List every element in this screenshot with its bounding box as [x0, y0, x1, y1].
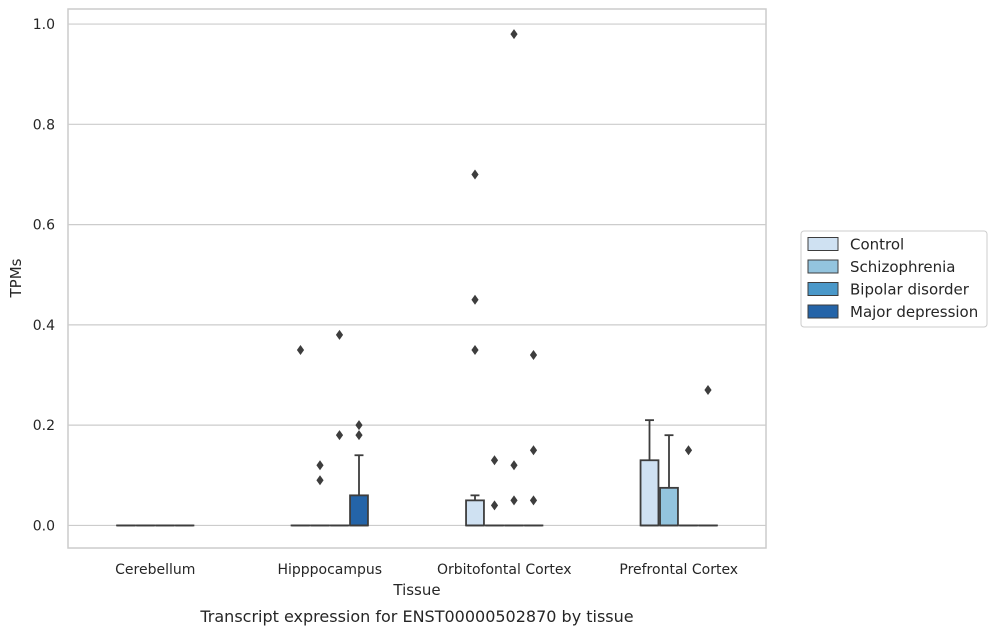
y-tick-label: 0.8 [33, 117, 55, 133]
outlier-point [529, 495, 538, 506]
y-tick-label: 0.0 [33, 518, 55, 534]
x-tick-label: Hipppocampus [277, 562, 382, 578]
y-tick-label: 0.2 [33, 418, 55, 434]
legend: Control Schizophrenia Bipolar disorder Majo… [800, 230, 988, 328]
box-major-depression [349, 420, 369, 527]
outlier-point [490, 455, 499, 466]
outlier-point [510, 460, 518, 471]
y-tick-label: 1.0 [33, 17, 55, 33]
legend-swatch [807, 282, 839, 296]
legend-label: Control [850, 236, 904, 254]
outlier-point [529, 349, 538, 360]
outlier-point [529, 445, 538, 456]
gridlines [68, 23, 766, 527]
box [639, 459, 660, 527]
outlier-point [471, 169, 479, 180]
y-axis-title: TPMs [7, 258, 25, 298]
outlier-point [316, 460, 324, 471]
box-bipolar-disorder [504, 29, 524, 527]
y-tick-label: 0.6 [33, 218, 55, 234]
x-tick-label: Cerebellum [115, 562, 195, 578]
box [349, 494, 369, 527]
box-schizophrenia [484, 455, 505, 527]
box-control [465, 169, 485, 527]
box-schizophrenia [659, 434, 679, 527]
legend-frame [800, 230, 988, 328]
outlier-point [335, 329, 344, 340]
box-control [290, 344, 311, 527]
outlier-point [335, 430, 344, 441]
legend-swatch [807, 259, 839, 274]
chart-caption: Transcript expression for ENST0000050287… [199, 607, 633, 626]
box-major-depression [523, 349, 544, 527]
x-axis-title: Tissue [392, 581, 440, 599]
outlier-point [704, 385, 712, 396]
outlier-point [355, 420, 363, 431]
outlier-point [296, 344, 305, 355]
outlier-point [684, 445, 693, 456]
y-tick-label: 0.4 [33, 318, 55, 334]
box-schizophrenia [310, 460, 330, 527]
box-bipolar-disorder [329, 329, 350, 527]
legend-swatch [807, 304, 839, 319]
legend-swatch [807, 237, 839, 251]
box [465, 499, 485, 527]
outlier-point [471, 294, 479, 305]
outlier-point [490, 500, 499, 511]
legend-label: Bipolar disorder [850, 281, 970, 299]
outlier-point [355, 430, 363, 441]
x-axis-ticks: Cerebellum Hipppocampus Orbitofontal Corte… [115, 562, 738, 578]
box-control [639, 419, 660, 527]
box-bipolar-disorder [678, 445, 699, 527]
box-major-depression [698, 385, 718, 527]
box [659, 486, 679, 527]
outlier-point [510, 29, 518, 40]
x-tick-label: Prefrontal Cortex [619, 562, 738, 578]
x-tick-label: Orbitofontal Cortex [437, 562, 572, 578]
box-series [116, 29, 718, 527]
legend-label: Schizophrenia [850, 258, 955, 276]
legend-label: Major depression [850, 303, 978, 321]
outlier-point [316, 475, 324, 486]
outlier-point [471, 344, 479, 355]
y-axis-ticks: 0.0 0.2 0.4 0.6 0.8 1.0 [33, 17, 55, 534]
outlier-point [510, 495, 518, 506]
plot-area-frame [67, 8, 767, 549]
